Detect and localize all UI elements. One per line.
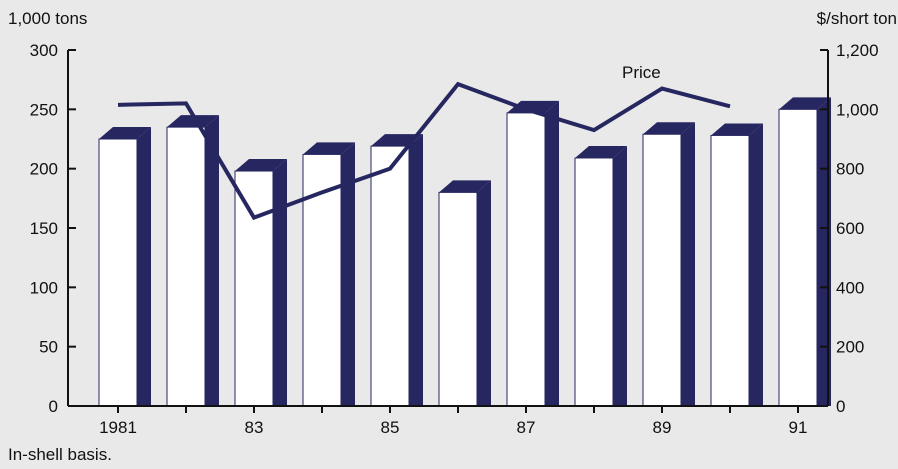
bar-front-1982 <box>166 126 206 407</box>
bar-side-1987 <box>545 100 559 406</box>
bar-1991 <box>778 97 831 407</box>
bar-front-1983 <box>234 170 274 407</box>
x-tick-label-87: 87 <box>517 418 536 437</box>
left-tick-label-0: 0 <box>49 397 58 416</box>
bar-front-1988 <box>574 157 614 407</box>
bar-front-1991 <box>778 108 818 407</box>
bar-side-1988 <box>613 145 627 406</box>
bar-1981 <box>98 127 151 407</box>
bar-front-1985 <box>370 145 410 407</box>
bar-top-1990 <box>711 123 763 136</box>
bar-top-1984 <box>303 142 355 155</box>
bar-top-1981 <box>99 127 151 139</box>
left-tick-label-300: 300 <box>30 41 58 60</box>
x-tick-label-91: 91 <box>789 418 808 437</box>
right-tick-label-400: 400 <box>836 278 864 297</box>
bar-top-1986 <box>439 180 491 193</box>
bar-side-1982 <box>205 115 219 406</box>
left-tick-label-200: 200 <box>30 160 58 179</box>
bar-1982 <box>166 115 219 407</box>
left-tick-label-150: 150 <box>30 219 58 238</box>
price-line-layer <box>117 81 731 221</box>
right-tick-label-1200: 1,200 <box>836 41 879 60</box>
right-tick-label-0: 0 <box>836 397 845 416</box>
bar-top-1983 <box>235 159 287 172</box>
x-tick-label-89: 89 <box>653 418 672 437</box>
right-tick-label-200: 200 <box>836 338 864 357</box>
bar-1989 <box>642 122 695 407</box>
left-axis-label: 1,000 tons <box>8 9 87 28</box>
bar-top-1988 <box>575 145 627 158</box>
bar-side-1986 <box>477 180 491 406</box>
bar-side-1989 <box>681 122 695 407</box>
bar-1990 <box>710 123 763 407</box>
x-tick-label-83: 83 <box>245 418 264 437</box>
bar-top-1989 <box>643 122 695 135</box>
bar-side-1984 <box>341 142 355 406</box>
bar-1986 <box>438 180 491 407</box>
x-tick-label-1981: 1981 <box>99 418 137 437</box>
bar-top-1991 <box>779 97 831 110</box>
bar-front-1989 <box>642 133 682 407</box>
bar-top-1987 <box>507 100 559 113</box>
bar-front-1987 <box>506 112 546 407</box>
bar-side-1985 <box>409 134 423 406</box>
bar-front-1990 <box>710 134 750 407</box>
in-shell-basis-note: In-shell basis. <box>8 445 112 464</box>
bar-side-1981 <box>137 127 151 406</box>
x-tick-label-85: 85 <box>381 418 400 437</box>
bar-side-1990 <box>749 123 763 406</box>
right-tick-label-1000: 1,000 <box>836 100 879 119</box>
bar-1985 <box>370 134 423 407</box>
bar-1987 <box>506 100 559 407</box>
right-tick-label-600: 600 <box>836 219 864 238</box>
price-line <box>117 81 731 221</box>
bar-side-1983 <box>273 159 287 406</box>
bar-top-1982 <box>167 115 219 128</box>
right-axis-label: $/short ton <box>817 9 897 28</box>
bar-1988 <box>574 145 627 407</box>
price-series-label: Price <box>622 63 661 82</box>
bar-front-1986 <box>438 191 478 407</box>
right-tick-label-800: 800 <box>836 160 864 179</box>
left-tick-label-100: 100 <box>30 278 58 297</box>
axes-layer: 0 50 100 150 200 250 300 0 200 400 600 800 1,000 1,20… <box>30 41 879 437</box>
left-tick-label-250: 250 <box>30 100 58 119</box>
left-tick-label-50: 50 <box>39 338 58 357</box>
bar-front-1981 <box>98 138 138 407</box>
